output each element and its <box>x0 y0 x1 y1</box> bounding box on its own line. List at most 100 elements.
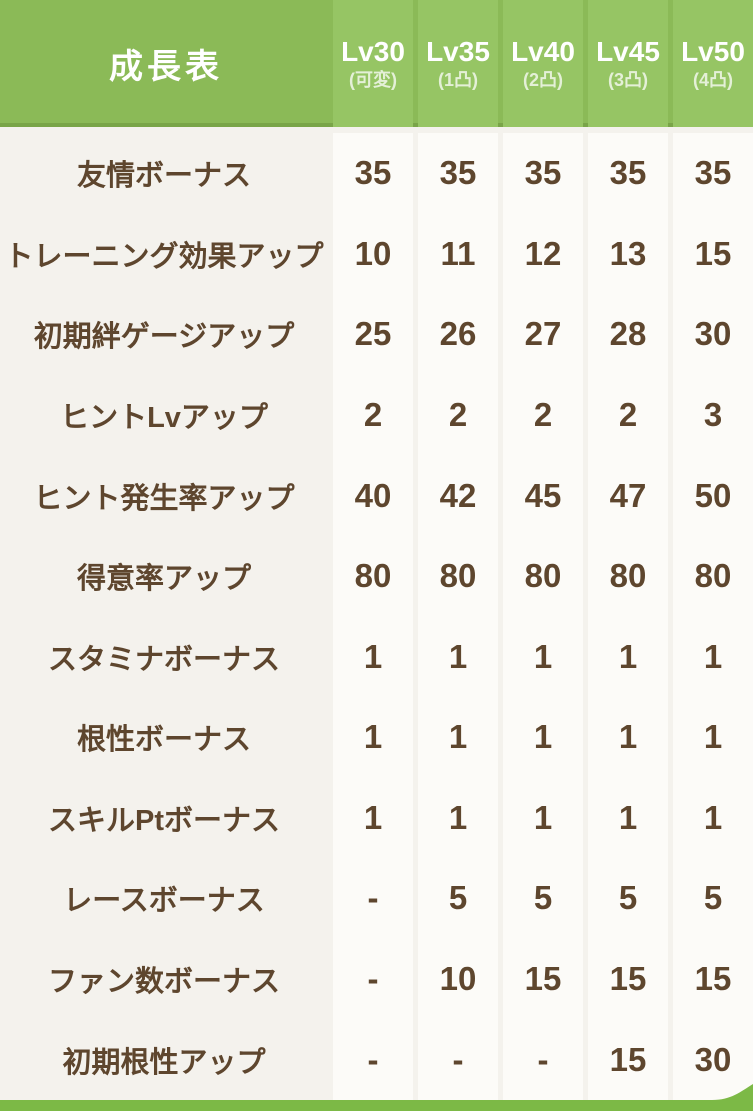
table-row: 初期絆ゲージアップ 25 26 27 28 30 <box>0 294 753 375</box>
row-label: 初期根性アップ <box>62 1046 266 1079</box>
value-cell-lv50: 30 <box>673 1019 753 1100</box>
table-row: トレーニング効果アップ 10 11 12 13 15 <box>0 213 753 295</box>
column-header-lv35: Lv35 (1凸) <box>418 0 498 127</box>
bottom-green-band <box>0 1084 753 1111</box>
table-row: 初期根性アップ - - - 15 30 <box>0 1019 753 1100</box>
value-cell-lv40: 15 <box>503 938 583 1020</box>
value-cell-lv50: 15 <box>673 213 753 295</box>
value-cell-lv50: 80 <box>673 535 753 617</box>
column-level-label: Lv40 <box>511 35 575 67</box>
value-cell-lv35: 11 <box>418 213 498 295</box>
table-row: ヒント発生率アップ 40 42 45 47 50 <box>0 455 753 536</box>
column-level-label: Lv50 <box>681 35 745 67</box>
value-cell-lv50: 1 <box>673 616 753 698</box>
value-cell-lv45: 35 <box>588 133 668 214</box>
value-cell-lv40: 12 <box>503 213 583 295</box>
column-header-lv45: Lv45 (3凸) <box>588 0 668 127</box>
row-label: ヒント発生率アップ <box>33 482 295 515</box>
row-label: 初期絆ゲージアップ <box>33 321 295 354</box>
value-cell-lv40: 1 <box>503 616 583 698</box>
value-cell-lv35: 1 <box>418 616 498 698</box>
value-cell-lv35: 35 <box>418 133 498 214</box>
value-cell-lv35: 26 <box>418 294 498 375</box>
row-label: ヒントLvアップ <box>60 402 268 435</box>
value-cell-lv30: - <box>333 858 413 939</box>
column-header-lv50: Lv50 (4凸) <box>673 0 753 127</box>
value-cell-lv35: 1 <box>418 697 498 778</box>
table-header: 成長表 Lv30 (可変) Lv35 (1凸) Lv40 (2凸) Lv45 (… <box>0 0 753 127</box>
value-cell-lv50: 15 <box>673 938 753 1020</box>
value-cell-lv40: 80 <box>503 535 583 617</box>
row-label: 根性ボーナス <box>76 724 251 757</box>
column-level-label: Lv45 <box>596 35 660 67</box>
value-cell-lv45: 1 <box>588 777 668 859</box>
value-cell-lv50: 35 <box>673 133 753 214</box>
row-label: トレーニング効果アップ <box>4 240 324 273</box>
column-sub-label: (3凸) <box>608 69 648 90</box>
value-cell-lv35: - <box>418 1019 498 1100</box>
table-row: スタミナボーナス 1 1 1 1 1 <box>0 616 753 698</box>
value-cell-lv35: 10 <box>418 938 498 1020</box>
row-label: ファン数ボーナス <box>47 966 280 999</box>
value-cell-lv50: 1 <box>673 777 753 859</box>
column-sub-label: (2凸) <box>523 69 563 90</box>
value-cell-lv45: 15 <box>588 938 668 1020</box>
value-cell-lv35: 42 <box>418 455 498 536</box>
column-header-lv30: Lv30 (可変) <box>333 0 413 127</box>
value-cell-lv50: 50 <box>673 455 753 536</box>
row-label: レースボーナス <box>63 885 265 918</box>
table-row: レースボーナス - 5 5 5 5 <box>0 858 753 939</box>
value-cell-lv45: 1 <box>588 697 668 778</box>
column-sub-label: (可変) <box>349 69 397 90</box>
column-header-lv40: Lv40 (2凸) <box>503 0 583 127</box>
value-cell-lv40: 35 <box>503 133 583 214</box>
row-label: 得意率アップ <box>76 563 251 596</box>
value-cell-lv45: 80 <box>588 535 668 617</box>
value-cell-lv40: - <box>503 1019 583 1100</box>
value-cell-lv40: 2 <box>503 374 583 456</box>
value-cell-lv45: 13 <box>588 213 668 295</box>
value-cell-lv30: 1 <box>333 616 413 698</box>
column-sub-label: (4凸) <box>693 69 733 90</box>
value-cell-lv45: 5 <box>588 858 668 939</box>
value-cell-lv35: 2 <box>418 374 498 456</box>
column-sub-label: (1凸) <box>438 69 478 90</box>
value-cell-lv35: 1 <box>418 777 498 859</box>
value-cell-lv35: 80 <box>418 535 498 617</box>
table-row: 得意率アップ 80 80 80 80 80 <box>0 535 753 617</box>
value-cell-lv45: 15 <box>588 1019 668 1100</box>
value-cell-lv45: 28 <box>588 294 668 375</box>
column-level-label: Lv35 <box>426 35 490 67</box>
table-row: ファン数ボーナス - 10 15 15 15 <box>0 938 753 1020</box>
row-label: 友情ボーナス <box>76 160 251 193</box>
value-cell-lv40: 5 <box>503 858 583 939</box>
value-cell-lv45: 2 <box>588 374 668 456</box>
value-cell-lv30: 35 <box>333 133 413 214</box>
table-row: ヒントLvアップ 2 2 2 2 3 <box>0 374 753 456</box>
value-cell-lv30: 2 <box>333 374 413 456</box>
value-cell-lv40: 27 <box>503 294 583 375</box>
value-cell-lv30: - <box>333 1019 413 1100</box>
column-level-label: Lv30 <box>341 35 405 67</box>
value-cell-lv45: 47 <box>588 455 668 536</box>
value-cell-lv30: 25 <box>333 294 413 375</box>
value-cell-lv30: - <box>333 938 413 1020</box>
value-cell-lv50: 1 <box>673 697 753 778</box>
value-cell-lv50: 30 <box>673 294 753 375</box>
value-cell-lv35: 5 <box>418 858 498 939</box>
table-row: スキルPtボーナス 1 1 1 1 1 <box>0 777 753 859</box>
value-cell-lv40: 45 <box>503 455 583 536</box>
value-cell-lv30: 40 <box>333 455 413 536</box>
value-cell-lv30: 80 <box>333 535 413 617</box>
row-label: スキルPtボーナス <box>47 804 280 837</box>
value-cell-lv40: 1 <box>503 697 583 778</box>
value-cell-lv30: 1 <box>333 777 413 859</box>
value-cell-lv30: 1 <box>333 697 413 778</box>
value-cell-lv40: 1 <box>503 777 583 859</box>
table-row: 根性ボーナス 1 1 1 1 1 <box>0 697 753 778</box>
table-title-cell: 成長表 <box>0 0 328 127</box>
value-cell-lv45: 1 <box>588 616 668 698</box>
table-row: 友情ボーナス 35 35 35 35 35 <box>0 133 753 214</box>
value-cell-lv30: 10 <box>333 213 413 295</box>
